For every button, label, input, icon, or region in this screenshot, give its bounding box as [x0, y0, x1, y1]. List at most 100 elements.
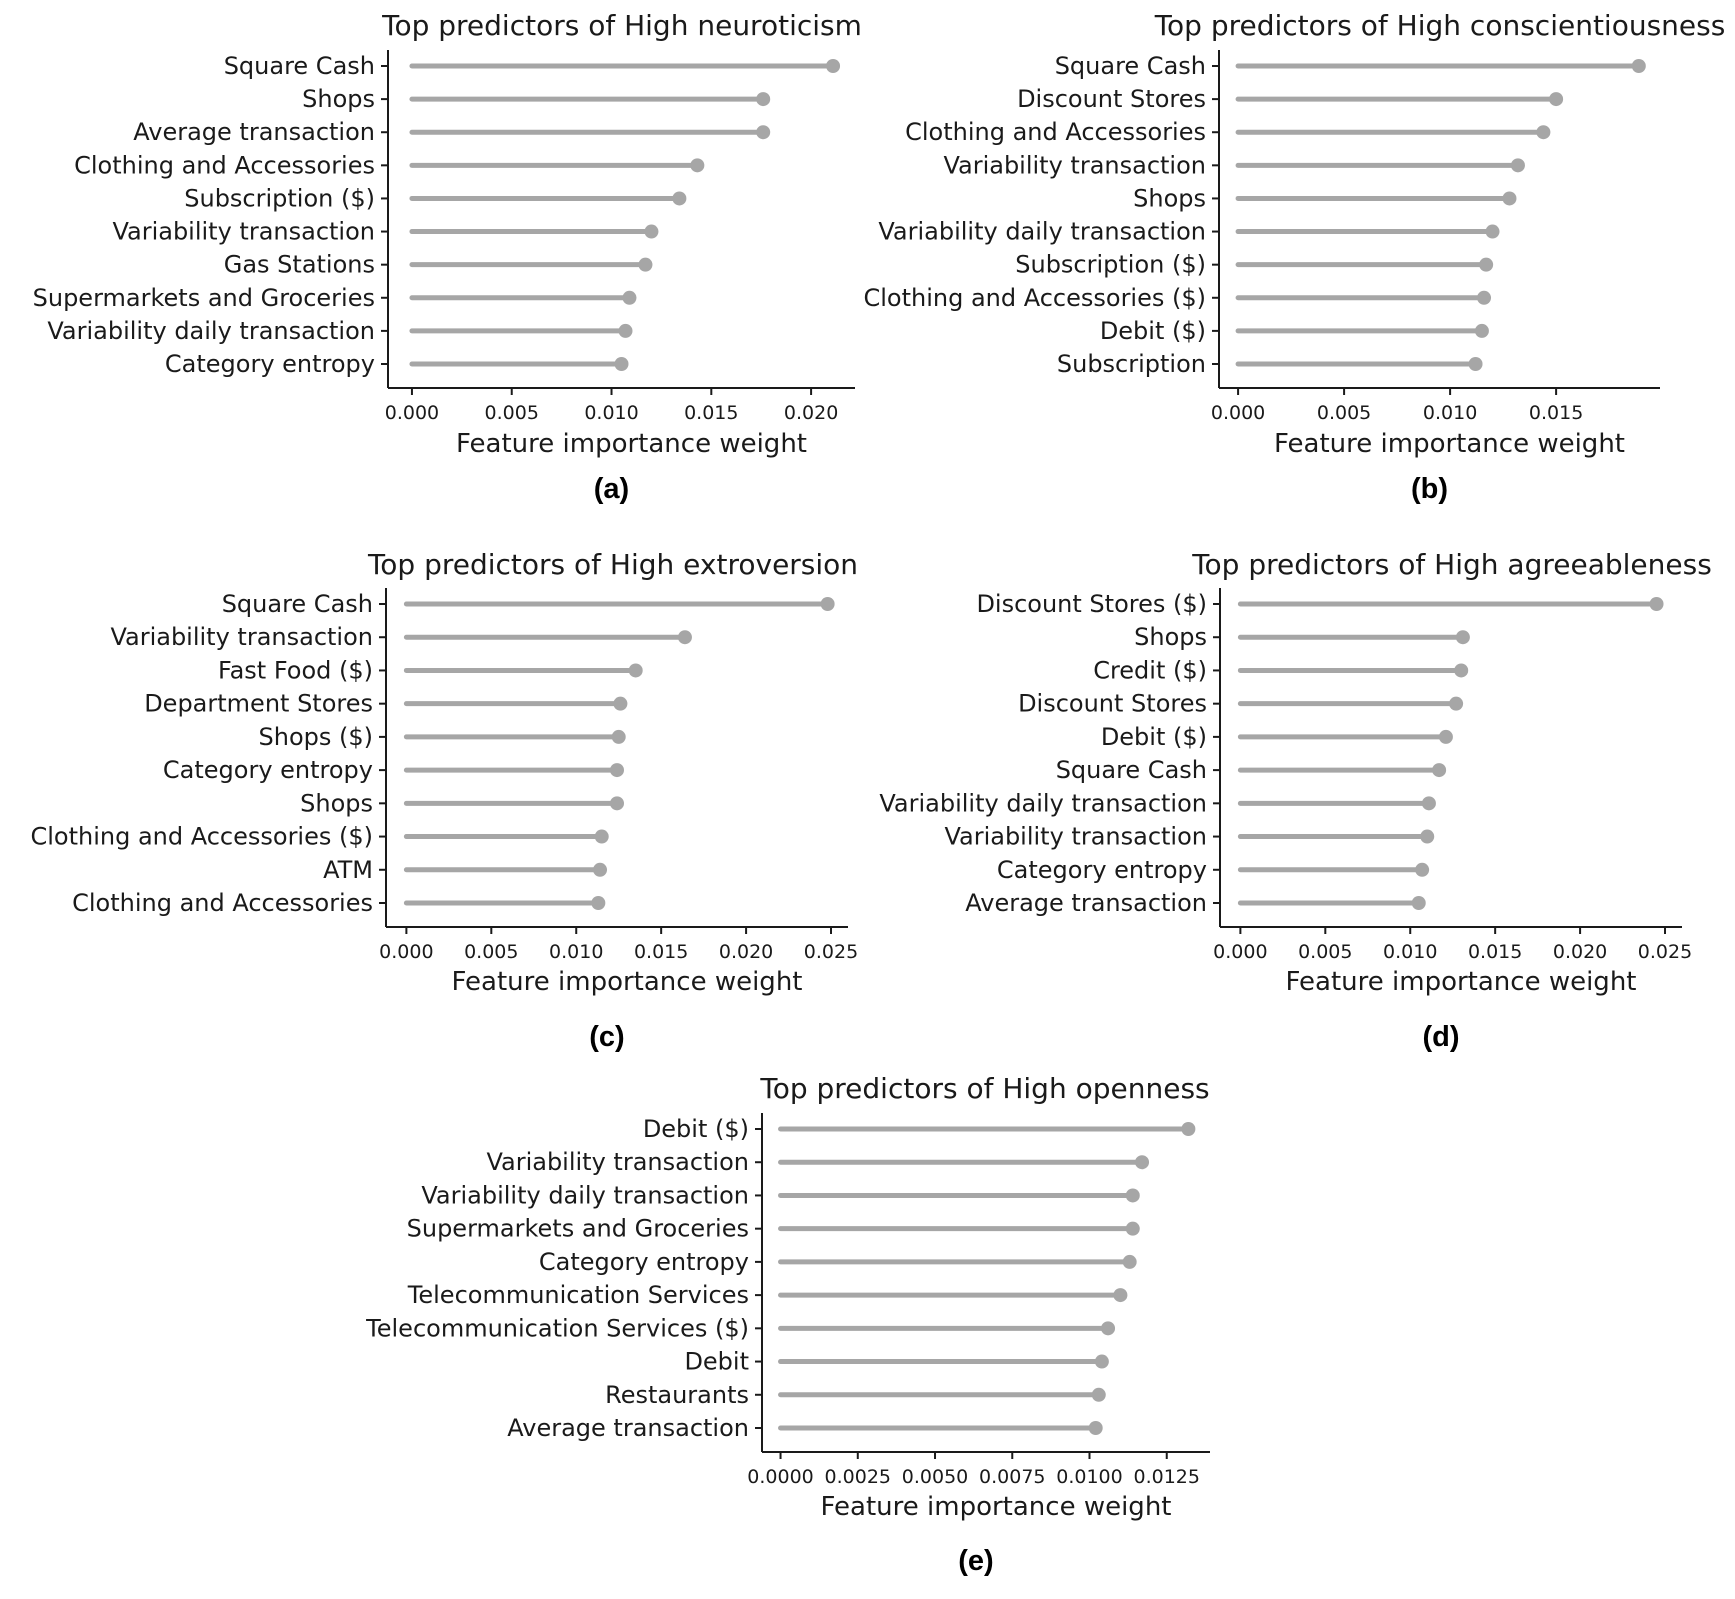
category-label: Discount Stores ($)	[976, 590, 1207, 618]
x-tick-label: 0.000	[379, 941, 433, 963]
lollipop-marks	[409, 59, 841, 371]
category-label: Subscription	[1057, 350, 1206, 378]
category-label: Discount Stores	[1018, 690, 1207, 718]
x-axis-label: Feature importance weight	[1274, 429, 1625, 459]
lollipop-dot	[1421, 796, 1436, 811]
category-label: Square Cash	[222, 590, 373, 618]
lollipop-dot	[1420, 829, 1435, 844]
category-label: Subscription ($)	[184, 184, 375, 212]
x-tick-label: 0.025	[804, 941, 858, 963]
category-label: Fast Food ($)	[218, 656, 373, 684]
category-label: Supermarkets and Groceries	[407, 1215, 749, 1243]
category-label: Variability transaction	[112, 218, 375, 246]
lollipop-dot	[1536, 125, 1551, 140]
x-tick-label: 0.010	[1423, 402, 1477, 424]
lollipop-dot	[1485, 224, 1500, 239]
category-label: Clothing and Accessories ($)	[30, 823, 373, 851]
panel-label: (a)	[594, 473, 629, 505]
lollipop-marks	[1235, 59, 1646, 371]
lollipop-dot	[1125, 1221, 1140, 1236]
category-label: Square Cash	[1055, 52, 1206, 80]
x-tick-label: 0.015	[634, 941, 688, 963]
x-tick-label: 0.015	[1529, 402, 1583, 424]
lollipop-dot	[756, 125, 771, 140]
category-label: Shops ($)	[259, 723, 374, 751]
lollipop-dot	[1474, 323, 1489, 338]
x-axis-label: Feature importance weight	[821, 1492, 1172, 1522]
category-label: Gas Stations	[224, 251, 375, 279]
chart-axes: 0.000 0.005 0.010 0.015 0.020 0.025 Discount S…	[879, 588, 1692, 963]
lollipop-dot	[756, 92, 771, 107]
panel-agreeableness: Top predictors of High agreeableness 0.0…	[879, 548, 1711, 1053]
x-tick-label: 0.0100	[1056, 1466, 1122, 1488]
lollipop-dot	[610, 796, 624, 811]
x-tick-label: 0.000	[1211, 402, 1265, 424]
x-tick-label: 0.005	[464, 941, 518, 963]
lollipop-dot	[1438, 729, 1453, 744]
category-label: Average transaction	[507, 1414, 749, 1442]
x-tick-label: 0.020	[1553, 941, 1607, 963]
lollipop-dot	[1125, 1188, 1140, 1203]
panel-extroversion: Top predictors of High extroversion 0.00…	[30, 548, 858, 1053]
lollipop-dot	[1479, 257, 1494, 272]
lollipop-dot	[591, 896, 606, 910]
category-label: Category entropy	[539, 1248, 749, 1276]
lollipop-dot	[644, 224, 659, 239]
category-label: Clothing and Accessories	[74, 151, 375, 179]
lollipop-dot	[1415, 862, 1430, 877]
category-label: Shops	[300, 789, 373, 817]
x-tick-label: 0.0125	[1134, 1466, 1200, 1488]
category-label: Subscription ($)	[1015, 251, 1206, 279]
category-label: Square Cash	[1056, 756, 1207, 784]
lollipop-dot	[1113, 1288, 1128, 1303]
lollipop-dot	[1122, 1254, 1137, 1269]
category-label: Variability daily transaction	[421, 1181, 749, 1209]
chart-axes: 0.000 0.005 0.010 0.015 0.020 0.025 Square Cas…	[30, 588, 858, 963]
chart-title: Top predictors of High neuroticism	[381, 9, 862, 42]
category-label: Variability transaction	[943, 151, 1206, 179]
lollipop-dot	[611, 729, 626, 744]
category-label: Restaurants	[605, 1381, 749, 1409]
lollipop-dot	[826, 59, 841, 73]
category-label: Department Stores	[144, 690, 373, 718]
lollipop-dot	[622, 290, 637, 305]
lollipop-dot	[1454, 663, 1469, 678]
category-label: Average transaction	[133, 118, 375, 146]
category-label: ATM	[323, 856, 373, 884]
panel-label: (c)	[589, 1021, 624, 1053]
x-tick-label: 0.0025	[825, 1466, 891, 1488]
lollipop-dot	[690, 158, 705, 173]
category-label: Average transaction	[965, 889, 1207, 917]
x-tick-label: 0.005	[1317, 402, 1371, 424]
x-tick-label: 0.005	[485, 402, 539, 424]
lollipop-dot	[1094, 1354, 1109, 1369]
lollipop-dot	[1181, 1122, 1196, 1136]
panel-label: (d)	[1422, 1021, 1459, 1053]
x-tick-label: 0.0000	[747, 1466, 813, 1488]
chart-axes: 0.000 0.005 0.010 0.015 0.020 Square Cash Shop…	[33, 50, 855, 424]
lollipop-dot	[593, 862, 608, 877]
chart-title: Top predictors of High extroversion	[367, 548, 858, 581]
lollipop-dot	[1468, 357, 1483, 371]
lollipop-dot	[594, 829, 609, 844]
x-tick-label: 0.025	[1638, 941, 1692, 963]
lollipop-marks	[778, 1122, 1196, 1435]
category-label: Clothing and Accessories ($)	[863, 284, 1206, 312]
lollipop-dot	[1091, 1387, 1106, 1402]
x-tick-label: 0.000	[1213, 941, 1267, 963]
category-label: Debit ($)	[643, 1115, 749, 1143]
category-label: Telecommunication Services	[407, 1281, 749, 1309]
lollipop-dot	[1455, 630, 1470, 645]
lollipop-dot	[618, 323, 633, 338]
lollipop-dot	[1477, 290, 1492, 305]
lollipop-dot	[1411, 896, 1426, 910]
category-label: Clothing and Accessories	[72, 889, 373, 917]
x-axis-label: Feature importance weight	[1286, 967, 1637, 997]
category-label: Telecommunication Services ($)	[365, 1314, 749, 1342]
lollipop-dot	[1502, 191, 1517, 206]
lollipop-dot	[672, 191, 687, 206]
panel-openness: Top predictors of High openness 0.0000 0.…	[365, 1072, 1210, 1577]
chart-title: Top predictors of High conscientiousness	[1154, 9, 1726, 42]
x-tick-label: 0.005	[1298, 941, 1352, 963]
category-label: Credit ($)	[1093, 656, 1207, 684]
